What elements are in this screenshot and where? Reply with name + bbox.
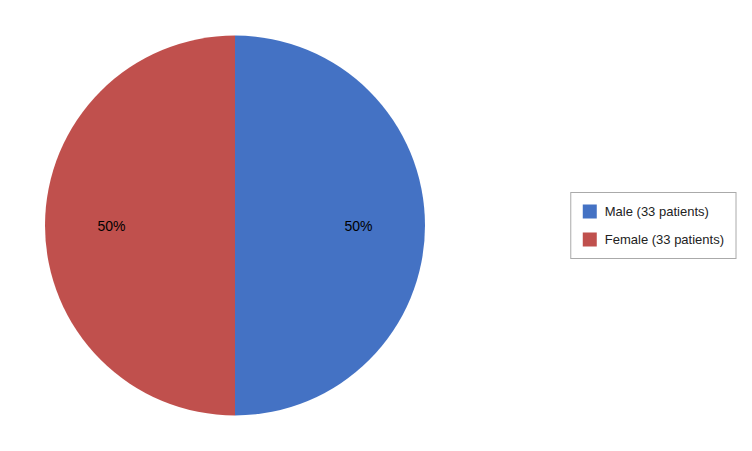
legend-frame — [571, 193, 736, 259]
legend-item: Male (33 patients) — [583, 204, 709, 219]
legend: Male (33 patients) Female (33 patients) — [571, 193, 736, 259]
data-labels: 50% 50% — [97, 218, 372, 234]
legend-label: Female (33 patients) — [605, 232, 724, 247]
legend-label: Male (33 patients) — [605, 204, 709, 219]
chart: 50% 50% Male (33 patients) Female (33 patie… — [0, 0, 752, 451]
pie-slice — [45, 36, 235, 416]
data-label: 50% — [344, 218, 372, 234]
legend-item: Female (33 patients) — [583, 232, 724, 247]
data-label: 50% — [97, 218, 125, 234]
pie-slice — [235, 36, 425, 416]
pie — [45, 36, 425, 416]
legend-swatch — [583, 233, 597, 247]
legend-swatch — [583, 205, 597, 219]
